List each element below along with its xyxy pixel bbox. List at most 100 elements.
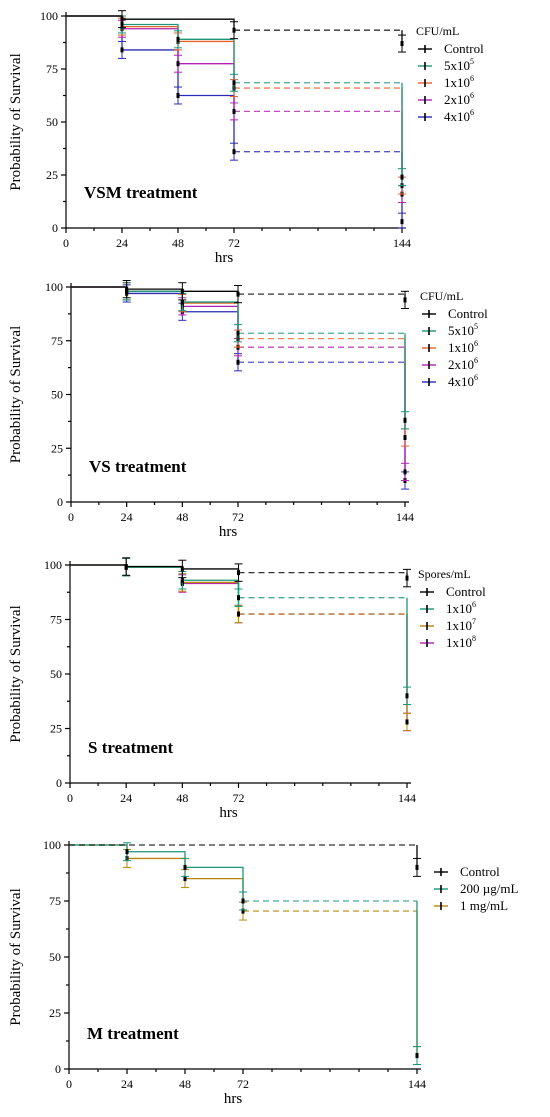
axes [66, 283, 409, 507]
data-point [415, 864, 419, 870]
data-point [236, 359, 240, 365]
data-point [176, 36, 180, 42]
x-tick-label: 144 [398, 791, 416, 805]
data-point [180, 577, 184, 583]
x-tick-label: 24 [120, 791, 132, 805]
treatment-label: VS treatment [89, 457, 187, 476]
data-point [405, 575, 409, 581]
data-point [400, 174, 404, 180]
data-point [124, 564, 128, 570]
data-point [176, 93, 180, 98]
x-tick-label: 24 [121, 1077, 133, 1091]
x-axis-title: hrs [219, 524, 237, 540]
series-1x10-6 [71, 282, 409, 447]
data-point [120, 16, 124, 22]
series-control [69, 844, 421, 877]
treatment-label: S treatment [88, 738, 173, 757]
data-point [176, 61, 180, 67]
data-point [125, 286, 129, 292]
data-point [183, 876, 187, 882]
series-1x10-6 [66, 15, 406, 195]
x-tick-label: 72 [228, 236, 240, 250]
series-control [71, 280, 409, 309]
series-control [70, 557, 411, 588]
x-tick-label: 0 [66, 1077, 72, 1091]
y-tick-label: 25 [49, 1006, 61, 1020]
data-point [400, 41, 404, 47]
y-axis-title: Probability of Survival [8, 888, 24, 1026]
y-tick-label: 0 [55, 1062, 61, 1076]
x-tick-label: 24 [116, 236, 128, 250]
survival-step-line [69, 844, 244, 912]
y-tick-label: 75 [46, 62, 58, 76]
data-point [403, 417, 407, 423]
y-tick-label: 50 [50, 667, 62, 681]
survival-step-line [70, 564, 240, 598]
series-1x10-8 [70, 557, 411, 732]
y-tick-label: 50 [51, 388, 63, 402]
survival-step-line [66, 15, 235, 152]
legend-label: 2x106 [444, 91, 474, 107]
data-point [125, 849, 129, 855]
y-tick-label: 100 [40, 9, 58, 23]
chart-panel: 0 25 50 75 100 0 24 48 72 144 hrs Probability of Su… [8, 9, 484, 266]
data-point [403, 435, 407, 440]
x-tick-label: 0 [63, 236, 69, 250]
x-tick-label: 48 [176, 510, 188, 524]
legend-label: 200 µg/mL [460, 881, 518, 896]
legend-label: 1x106 [448, 339, 478, 355]
treatment-label: M treatment [87, 1024, 179, 1043]
legend-label: 4x106 [448, 373, 478, 389]
series-2x10-6 [66, 15, 406, 204]
data-point [232, 80, 236, 86]
data-point [120, 47, 124, 53]
legend-label: 5x105 [448, 322, 478, 338]
data-point [237, 570, 240, 576]
y-tick-label: 75 [50, 613, 62, 627]
legend-label: 1x107 [446, 617, 476, 633]
series-200-g-ml [69, 842, 421, 1066]
data-point [237, 611, 240, 617]
axes [65, 561, 411, 788]
x-tick-label: 48 [179, 1077, 191, 1091]
survival-step-line [71, 286, 239, 339]
legend-label: 1x106 [444, 74, 474, 90]
legend-label: 4x106 [444, 108, 474, 124]
y-tick-label: 25 [51, 441, 63, 455]
x-tick-label: 0 [68, 510, 74, 524]
series-1x10-7 [70, 557, 411, 732]
survival-step-line [70, 564, 240, 573]
legend-label: 5x105 [444, 57, 474, 73]
y-axis-title: Probability of Survival [8, 53, 24, 191]
survival-step-line [71, 286, 239, 363]
legend-label: 1 mg/mL [460, 898, 508, 913]
x-tick-label: 48 [172, 236, 184, 250]
data-point [400, 219, 404, 225]
data-point [180, 299, 184, 305]
data-point [241, 898, 245, 904]
legend-label: 1x108 [446, 634, 476, 650]
x-axis-title: hrs [215, 250, 233, 266]
legend-title: CFU/mL [420, 289, 463, 303]
x-axis-title: hrs [219, 805, 237, 821]
data-point [180, 288, 184, 294]
y-tick-label: 25 [50, 722, 62, 736]
survival-step-line [66, 15, 235, 112]
data-point [405, 719, 409, 725]
legend-title: CFU/mL [416, 24, 459, 38]
legend: Control 200 µg/mL 1 mg/mL [434, 864, 518, 913]
data-point [232, 27, 236, 33]
legend-label: Control [446, 584, 486, 599]
y-tick-label: 100 [44, 558, 62, 572]
chart-panel: 0 25 50 75 100 0 24 48 72 144 hrs Probability of Su… [8, 557, 486, 821]
y-axis-title: Probability of Survival [8, 326, 24, 464]
x-tick-label: 72 [233, 791, 245, 805]
legend-label: 2x106 [448, 356, 478, 372]
legend-label: 1x106 [446, 600, 476, 616]
x-tick-label: 144 [408, 1077, 426, 1091]
data-point [236, 330, 240, 336]
survival-step-line [70, 564, 240, 615]
data-point [415, 1053, 419, 1059]
